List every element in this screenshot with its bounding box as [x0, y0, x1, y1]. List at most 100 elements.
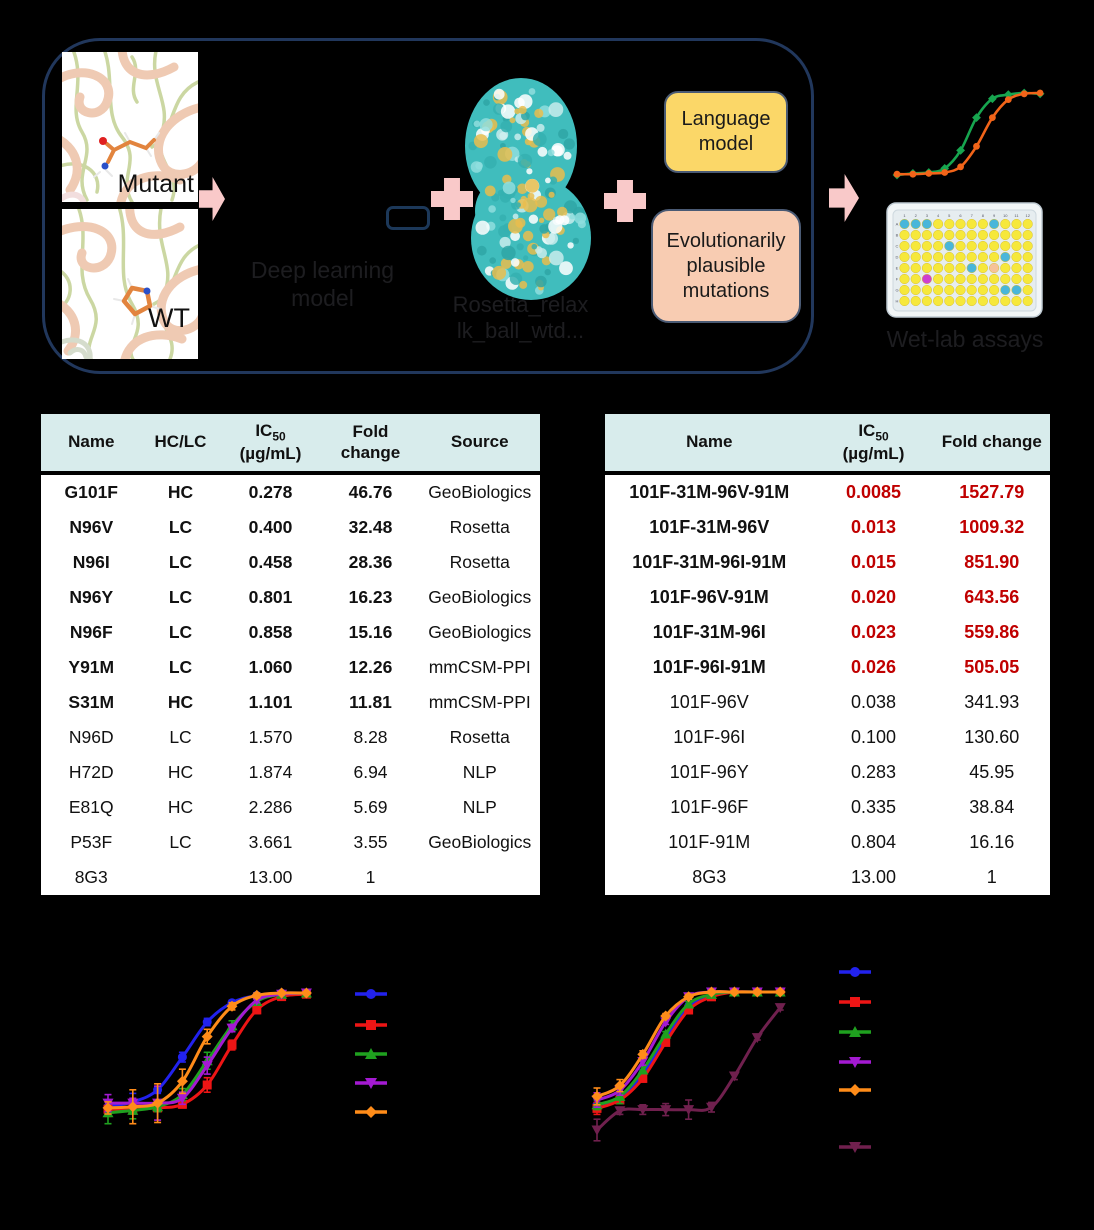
- cell-ic50: 0.801: [248, 587, 293, 608]
- cell-ic50: 0.804: [850, 832, 897, 853]
- cell-fold: 8.28: [353, 727, 388, 748]
- cell-source: Rosetta: [449, 517, 510, 538]
- cell-source: NLP: [462, 762, 497, 783]
- cell-ic50: 0.023: [850, 622, 897, 643]
- flow-arrow-icon: [829, 174, 859, 222]
- cell-name: N96V: [69, 517, 114, 538]
- cell-fold: 15.16: [348, 622, 393, 643]
- cell-name: N96F: [69, 622, 113, 643]
- wt-structure-image: WT: [62, 209, 198, 359]
- flow-diagram-container: [42, 38, 814, 374]
- svg-text:10: 10: [1003, 213, 1008, 218]
- table-row: 101F-31M-96V 0.013 1009.32: [604, 510, 1052, 545]
- table-row: 8G3 13.00 1: [604, 860, 1052, 897]
- cell-fold: 643.56: [964, 587, 1020, 608]
- svg-text:A: A: [896, 222, 899, 227]
- mutant-label: Mutant: [118, 170, 194, 198]
- col-header-ic50: IC50 (µg/mL): [813, 412, 934, 476]
- cell-name: 101F-31M-96V: [649, 517, 770, 538]
- cell-name: 101F-31M-96I: [652, 622, 766, 643]
- cell-ic50: 1.570: [248, 727, 293, 748]
- table-row: 101F-96Y 0.283 45.95: [604, 755, 1052, 790]
- table-row: G101F HC 0.278 46.76 GeoBiologics: [40, 473, 542, 510]
- cell-name: 101F-96V-91M: [649, 587, 769, 608]
- cell-source: GeoBiologics: [428, 482, 532, 503]
- cell-ic50: 0.0085: [845, 482, 902, 503]
- cell-name: G101F: [64, 482, 119, 503]
- cell-ic50: 0.858: [248, 622, 293, 643]
- cell-fold: 12.26: [348, 657, 393, 678]
- cell-source: mmCSM-PPI: [428, 657, 531, 678]
- cell-name: E81Q: [68, 797, 114, 818]
- rosetta-line2: lk_ball_wtd...: [456, 318, 585, 343]
- table-row: 101F-91M 0.804 16.16: [604, 825, 1052, 860]
- table-row: 101F-96I 0.100 130.60: [604, 720, 1052, 755]
- cell-fold: 28.36: [348, 552, 393, 573]
- evo-mutations-label: Evolutionarily plausible mutations: [666, 229, 786, 302]
- col-header-ic50: IC50 (µg/mL): [219, 412, 322, 476]
- col-header-name: Name: [39, 412, 142, 476]
- cell-fold: 45.95: [969, 762, 1015, 783]
- cell-fold: 32.48: [348, 517, 393, 538]
- cell-ic50: 1.874: [248, 762, 293, 783]
- cell-hclc: LC: [168, 622, 193, 643]
- svg-text:B: B: [896, 233, 899, 238]
- cell-ic50: 13.00: [248, 867, 293, 888]
- cell-name: 101F-96I: [673, 727, 746, 748]
- schematic-assay-curves: [892, 88, 1045, 180]
- table-row: N96F LC 0.858 15.16 GeoBiologics: [40, 615, 542, 650]
- table-row: N96V LC 0.400 32.48 Rosetta: [40, 510, 542, 545]
- svg-text:6: 6: [959, 213, 962, 218]
- svg-text:7: 7: [971, 213, 974, 218]
- table-row: 101F-96V 0.038 341.93: [604, 685, 1052, 720]
- rosetta-relax-label: Rosetta_relax lk_ball_wtd...: [428, 292, 613, 344]
- cell-name: 101F-96V: [669, 692, 749, 713]
- cell-hclc: LC: [168, 657, 193, 678]
- cell-hclc: LC: [169, 727, 192, 748]
- cell-source: GeoBiologics: [428, 622, 532, 643]
- deep-learning-model-label: Deep learning model: [250, 257, 395, 311]
- cell-fold: 5.69: [353, 797, 388, 818]
- cell-name: 101F-91M: [668, 832, 751, 853]
- cell-hclc: HC: [167, 762, 194, 783]
- cell-fold: 505.05: [964, 657, 1020, 678]
- cell-hclc: [142, 860, 220, 897]
- svg-text:2: 2: [915, 213, 918, 218]
- cell-ic50: 0.278: [248, 482, 293, 503]
- table-row: 101F-31M-96V-91M 0.0085 1527.79: [604, 473, 1052, 510]
- table-row: Y91M LC 1.060 12.26 mmCSM-PPI: [40, 650, 542, 685]
- rosetta-line1: Rosetta_relax: [452, 292, 589, 317]
- evolutionarily-plausible-mutations-box: Evolutionarily plausible mutations: [651, 209, 801, 323]
- cell-hclc: LC: [169, 832, 192, 853]
- cell-fold: 3.55: [353, 832, 388, 853]
- cell-source: Rosetta: [449, 727, 510, 748]
- svg-text:1: 1: [903, 213, 906, 218]
- cell-ic50: 0.020: [850, 587, 897, 608]
- table-row: H72D HC 1.874 6.94 NLP: [40, 755, 542, 790]
- cell-fold: 1009.32: [959, 517, 1025, 538]
- single-mutants-table: Name HC/LC IC50 (µg/mL) Fold change Sour…: [38, 411, 543, 899]
- svg-text:G: G: [895, 288, 898, 293]
- svg-text:5: 5: [948, 213, 951, 218]
- cell-fold: 11.81: [349, 692, 392, 713]
- col-header-fold: Fold change: [321, 412, 420, 476]
- combined-mutants-table: Name IC50 (µg/mL) Fold change 101F-31M-9…: [602, 411, 1053, 899]
- cell-name: Y91M: [68, 657, 115, 678]
- cell-fold: 851.90: [964, 552, 1020, 573]
- cell-fold: 6.94: [353, 762, 388, 783]
- svg-text:3: 3: [926, 213, 929, 218]
- svg-text:4: 4: [937, 213, 940, 218]
- cell-ic50: 3.661: [248, 832, 293, 853]
- svg-text:H: H: [896, 299, 899, 304]
- col-header-name: Name: [603, 412, 814, 476]
- cell-name: N96D: [68, 727, 114, 748]
- svg-text:9: 9: [993, 213, 996, 218]
- svg-text:E: E: [896, 266, 899, 271]
- dose-response-plot-combined-mutants: [591, 967, 871, 1153]
- table-row: 101F-96V-91M 0.020 643.56: [604, 580, 1052, 615]
- cell-hclc: HC: [167, 797, 194, 818]
- mutant-structure-image: Mutant: [62, 52, 198, 202]
- cell-name: 8G3: [74, 867, 108, 888]
- svg-text:8: 8: [982, 213, 985, 218]
- cell-ic50: 2.286: [248, 797, 293, 818]
